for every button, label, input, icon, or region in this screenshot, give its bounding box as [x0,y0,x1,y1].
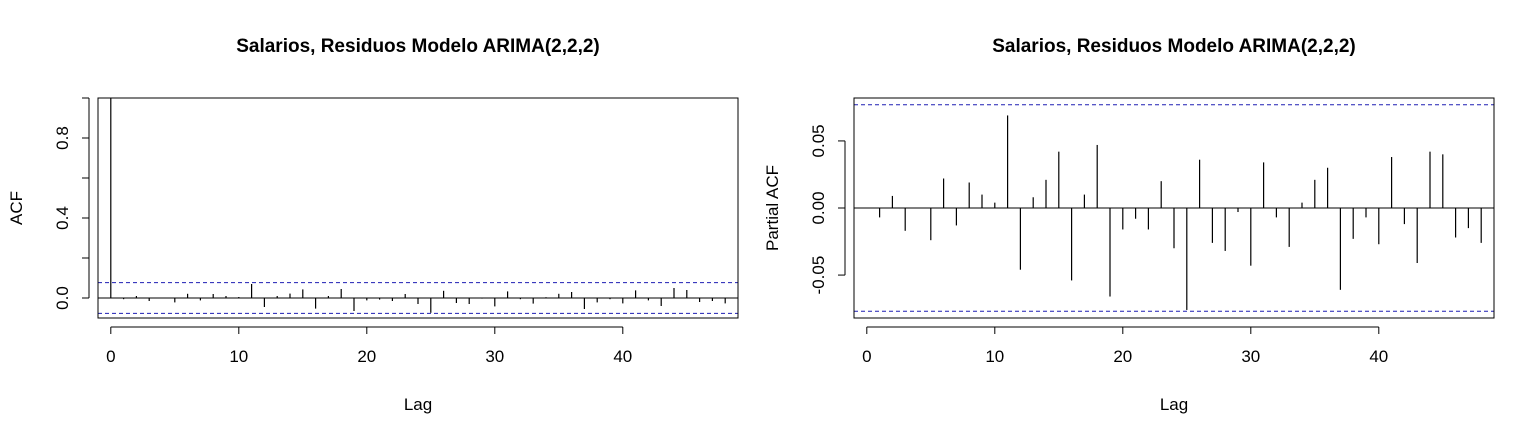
y-tick-label: 0.0 [53,286,72,310]
y-tick-label: 0.05 [809,124,828,157]
chart-title: Salarios, Residuos Modelo ARIMA(2,2,2) [236,36,600,57]
pacf-plot: Salarios, Residuos Modelo ARIMA(2,2,2) L… [763,36,1495,414]
plot-frame [97,97,739,319]
y-axis-label: ACF [7,191,26,225]
pacf-bars [854,115,1494,310]
x-tick-label: 0 [106,347,115,366]
x-tick-label: 10 [985,347,1004,366]
y-axis: 0.0 0.4 0.8 [53,97,90,310]
x-tick-label: 10 [229,347,248,366]
x-axis: 0 10 20 30 40 [106,326,632,366]
x-tick-label: 40 [613,347,632,366]
confidence-bounds [98,282,738,314]
y-tick-label: 0.00 [809,191,828,224]
y-tick-label: 0.4 [53,206,72,230]
y-axis: -0.05 0.00 0.05 [809,124,846,295]
confidence-bounds [854,104,1494,312]
x-tick-label: 30 [485,347,504,366]
x-axis-label: Lag [404,395,432,414]
y-tick-label: 0.8 [53,126,72,150]
acf-plot: Salarios, Residuos Modelo ARIMA(2,2,2) L… [7,36,739,414]
chart-title: Salarios, Residuos Modelo ARIMA(2,2,2) [992,36,1356,57]
x-tick-label: 20 [357,347,376,366]
x-tick-label: 30 [1241,347,1260,366]
x-tick-label: 0 [862,347,871,366]
x-tick-label: 40 [1369,347,1388,366]
x-axis-label: Lag [1160,395,1188,414]
x-axis: 0 10 20 30 40 [862,326,1388,366]
y-axis-label: Partial ACF [763,165,782,251]
x-tick-label: 20 [1113,347,1132,366]
acf-bars [98,98,738,313]
plot-frame [853,97,1495,319]
y-tick-label: -0.05 [809,256,828,295]
